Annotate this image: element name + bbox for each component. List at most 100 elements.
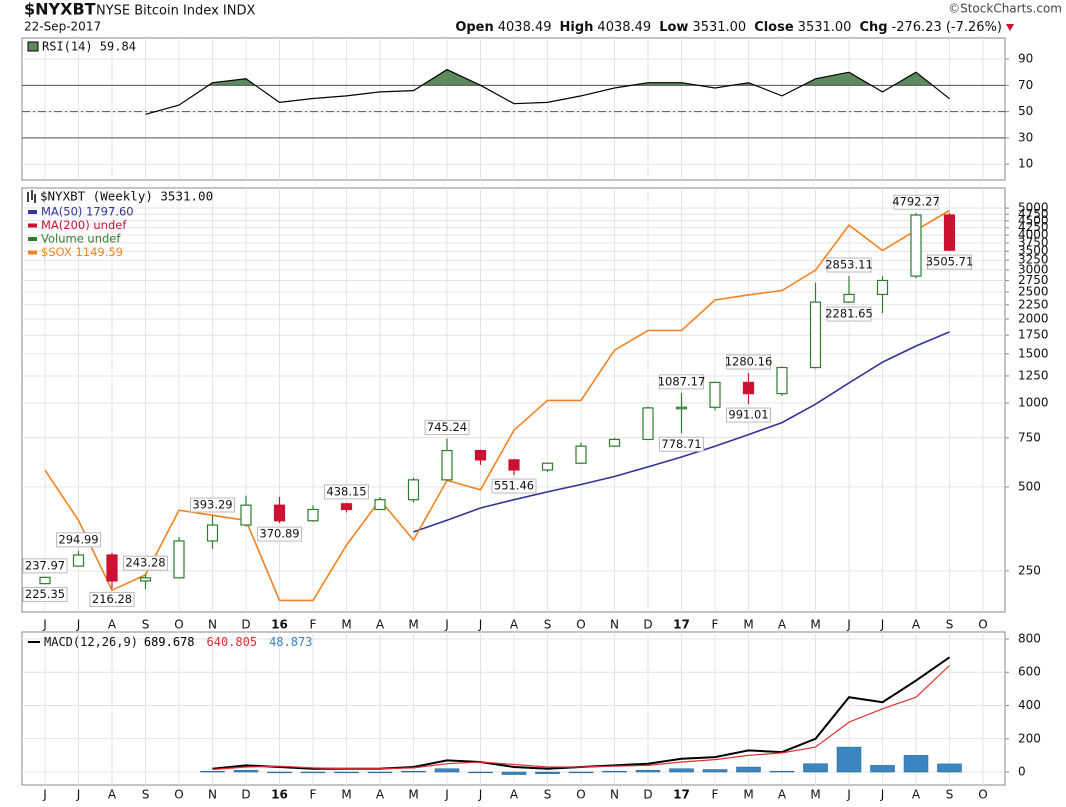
x-tick-label: S bbox=[946, 618, 954, 632]
y-tick-label: 500 bbox=[1018, 479, 1041, 493]
annotation-label: 393.29 bbox=[192, 497, 232, 511]
y-tick-label: 4750 bbox=[1018, 207, 1049, 221]
x-tick-label: D bbox=[643, 788, 652, 802]
histogram-bar bbox=[334, 771, 359, 774]
x-tick-label: J bbox=[880, 788, 885, 802]
annotation-box bbox=[257, 526, 302, 542]
y-tick-label: 0 bbox=[1018, 765, 1026, 779]
x-tick-label: D bbox=[643, 618, 652, 632]
series-line bbox=[44, 209, 950, 602]
x-tick-label: O bbox=[576, 618, 585, 632]
annotation-box bbox=[190, 497, 235, 513]
annotation-box bbox=[22, 558, 68, 574]
candle-body bbox=[709, 381, 721, 408]
candle-body bbox=[910, 214, 922, 277]
candle-body bbox=[374, 499, 386, 511]
y-tick-label: 250 bbox=[1018, 563, 1041, 577]
legend-title: MACD(12,26,9) bbox=[44, 635, 138, 649]
x-tick-label: S bbox=[142, 788, 150, 802]
y-tick-label: 1500 bbox=[1018, 346, 1049, 360]
rsi-overbought-fill bbox=[145, 69, 950, 86]
x-tick-label: S bbox=[142, 618, 150, 632]
x-tick-label: N bbox=[208, 618, 217, 632]
candle-body bbox=[675, 406, 688, 410]
y-tick-label: 800 bbox=[1018, 631, 1041, 645]
annotation-box bbox=[659, 436, 704, 452]
annotation-box bbox=[659, 374, 704, 390]
x-tick-label: F bbox=[310, 618, 317, 632]
x-tick-label: M bbox=[341, 788, 351, 802]
x-tick-label: F bbox=[712, 788, 719, 802]
annotation-label: 551.46 bbox=[494, 479, 534, 493]
candle-body bbox=[307, 508, 319, 522]
annotation-label: 2853.11 bbox=[825, 257, 873, 271]
y-tick-label: 400 bbox=[1018, 698, 1041, 712]
candle-body bbox=[206, 524, 219, 542]
candle-body bbox=[240, 504, 252, 526]
annotation-box bbox=[726, 354, 771, 370]
x-tick-label: O bbox=[978, 788, 987, 802]
credit: ©StockCharts.com bbox=[948, 2, 1062, 16]
x-tick-label: A bbox=[108, 788, 117, 802]
x-tick-label: M bbox=[743, 618, 753, 632]
candle-body bbox=[742, 381, 755, 395]
x-tick-label: D bbox=[241, 618, 250, 632]
candle-body bbox=[776, 366, 788, 395]
x-tick-label: O bbox=[978, 618, 987, 632]
y-tick-label: 1750 bbox=[1018, 328, 1049, 342]
annotation-box bbox=[324, 484, 369, 500]
x-tick-label: A bbox=[778, 788, 787, 802]
x-tick-label: N bbox=[610, 788, 619, 802]
legend-swatch bbox=[27, 41, 39, 52]
x-tick-label: D bbox=[241, 788, 250, 802]
histogram-bar bbox=[702, 769, 728, 773]
y-tick-label: 2250 bbox=[1018, 297, 1049, 311]
y-tick-label: 600 bbox=[1018, 665, 1041, 679]
quote-label: Chg bbox=[859, 20, 887, 35]
date: 22-Sep-2017 bbox=[24, 20, 101, 34]
quote-value: 4038.49 bbox=[597, 20, 651, 35]
x-tick-label: J bbox=[444, 788, 449, 802]
histogram-bar bbox=[367, 771, 393, 774]
histogram-bar bbox=[401, 770, 426, 773]
series-line bbox=[413, 331, 950, 533]
histogram-bar bbox=[602, 770, 627, 773]
candle-body bbox=[474, 449, 487, 461]
histogram-bar bbox=[836, 746, 862, 773]
annotation-box bbox=[56, 532, 101, 548]
candle-body bbox=[407, 479, 420, 501]
x-tick-label: A bbox=[510, 788, 519, 802]
legend-swatch bbox=[28, 237, 37, 241]
x-tick-label: J bbox=[478, 618, 483, 632]
annotation-box bbox=[893, 194, 939, 210]
histogram-bar bbox=[870, 765, 895, 773]
y-tick-label: 10 bbox=[1018, 157, 1033, 171]
candle-body bbox=[843, 293, 855, 303]
x-tick-label: J bbox=[76, 788, 81, 802]
legend-label: 48.873 bbox=[269, 635, 312, 649]
histogram-bar bbox=[501, 771, 527, 775]
histogram-bar bbox=[803, 763, 828, 773]
quote-label: High bbox=[560, 20, 594, 35]
x-tick-label: 16 bbox=[271, 618, 288, 632]
down-arrow bbox=[1006, 24, 1014, 31]
x-tick-label: 17 bbox=[673, 788, 690, 802]
histogram-bar bbox=[769, 770, 795, 773]
x-tick-label: J bbox=[846, 788, 851, 802]
x-tick-label: S bbox=[946, 788, 954, 802]
x-tick-label: N bbox=[208, 788, 217, 802]
legend-label: MA(50) 1797.60 bbox=[41, 205, 134, 219]
quote-value: 3531.00 bbox=[798, 20, 852, 35]
quote-label: Open bbox=[455, 20, 493, 35]
x-tick-label: M bbox=[810, 618, 820, 632]
y-tick-label: 70 bbox=[1018, 78, 1033, 92]
candle-body bbox=[943, 214, 956, 251]
candle-body bbox=[508, 459, 520, 471]
histogram-bar bbox=[669, 768, 694, 773]
legend-label: MA(200) undef bbox=[41, 218, 127, 232]
histogram-bar bbox=[535, 771, 560, 774]
annotation-box bbox=[491, 478, 537, 494]
quote-label: Low bbox=[659, 20, 688, 35]
